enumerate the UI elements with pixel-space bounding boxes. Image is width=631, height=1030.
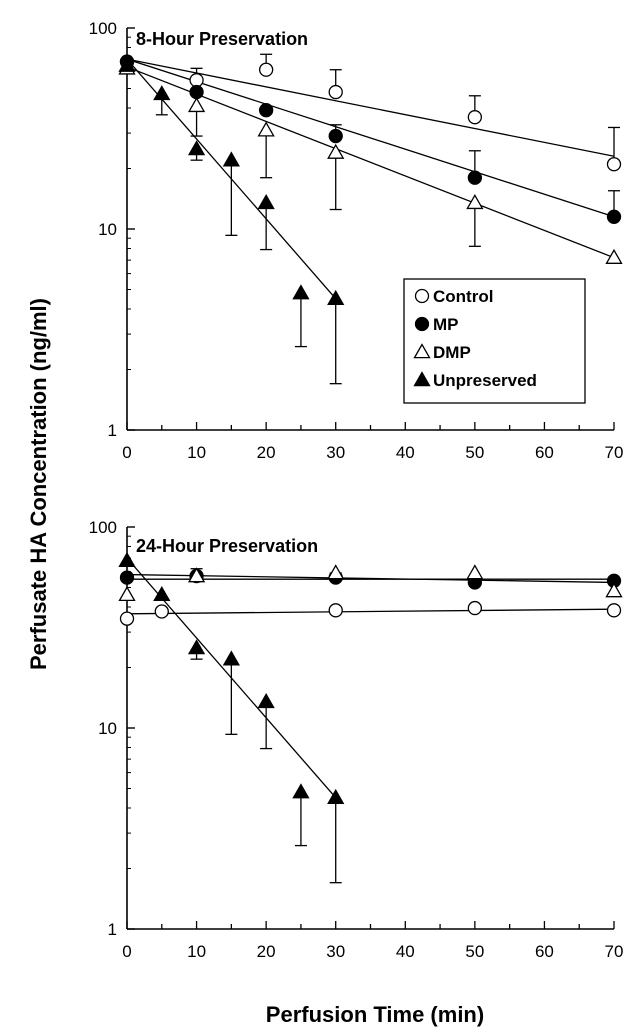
point-control [467,600,483,616]
panel-8-hour: 1 10 100 0 10 20 30 40 50 60 70 8-Hour Preservation [89,19,624,462]
point-unpreserved [257,193,275,210]
legend-label-dmp: DMP [433,343,471,362]
point-unpreserved [118,551,136,567]
point-control [606,603,622,618]
point-dmp [187,567,206,583]
point-unpreserved [292,783,310,799]
fit-line-control [126,58,615,157]
y-tick-label: 1 [108,920,117,939]
x-tick-label: 50 [465,942,484,961]
x-axis-title: Perfusion Time (min) [266,1002,484,1027]
point-unpreserved [187,140,206,156]
point-mp [119,570,135,585]
point-unpreserved [222,650,240,666]
panel-title: 8-Hour Preservation [136,29,308,49]
point-unpreserved [257,692,275,709]
legend-label-mp: MP [433,315,459,334]
point-mp [258,103,274,118]
point-unpreserved [222,151,240,167]
fit-line-mp [126,58,615,218]
legend-marker-unpreserved [413,371,431,387]
point-mp [328,128,343,144]
x-tick-label: 70 [605,942,624,961]
x-tick-label: 70 [605,443,624,462]
point-dmp [605,248,623,264]
point-unpreserved [327,289,345,305]
legend: Control MP DMP Unpreserved [403,278,586,404]
point-dmp [327,564,345,580]
point-control [328,603,343,618]
panel-24-hour: 1 10 100 0 10 20 30 40 50 60 70 24-Hour Preservatio… [89,518,624,961]
point-dmp [466,193,484,210]
x-tick-label: 20 [257,443,276,462]
legend-box [403,278,586,404]
x-tick-label: 30 [326,443,345,462]
x-tick-label: 40 [396,942,415,961]
x-tick-label: 60 [535,942,554,961]
y-tick-label: 10 [98,220,117,239]
point-dmp [257,121,275,137]
point-unpreserved [292,284,310,300]
x-tick-label: 60 [535,443,554,462]
point-dmp [327,143,345,159]
y-tick-label: 10 [98,719,117,738]
x-tick-label: 10 [187,942,206,961]
point-unpreserved [187,639,206,655]
y-axis-title: Perfusate HA Concentration (ng/ml) [26,298,51,670]
point-unpreserved [118,56,136,72]
x-tick-label: 20 [257,942,276,961]
point-control [258,62,274,77]
point-control [467,110,483,125]
x-tick-label: 30 [326,942,345,961]
legend-marker-control [414,288,430,304]
x-tick-label: 0 [122,942,131,961]
point-unpreserved [327,788,345,804]
fit-line-dmp [126,66,615,259]
legend-marker-mp [414,316,430,332]
y-tick-label: 100 [89,518,117,537]
fit-line-control [126,608,615,615]
point-control [189,73,204,88]
point-dmp [187,97,206,113]
point-control [328,84,343,100]
y-tick-label: 100 [89,19,117,38]
x-tick-label: 0 [122,443,131,462]
point-unpreserved [153,85,171,101]
x-tick-label: 40 [396,443,415,462]
point-dmp [605,582,623,598]
point-dmp [118,585,136,602]
point-control [119,611,135,626]
y-tick-label: 1 [108,421,117,440]
x-tick-label: 50 [465,443,484,462]
legend-marker-dmp [413,343,431,359]
x-tick-label: 10 [187,443,206,462]
point-dmp [466,564,484,580]
point-control [154,604,169,619]
legend-label-control: Control [433,287,493,306]
legend-label-unpreserved: Unpreserved [433,371,537,390]
point-mp [467,170,483,185]
point-control [606,157,622,172]
point-mp [189,84,204,100]
point-mp [606,209,622,224]
fit-line-mp [126,573,615,584]
point-unpreserved [153,585,171,602]
panel-title: 24-Hour Preservation [136,536,318,556]
